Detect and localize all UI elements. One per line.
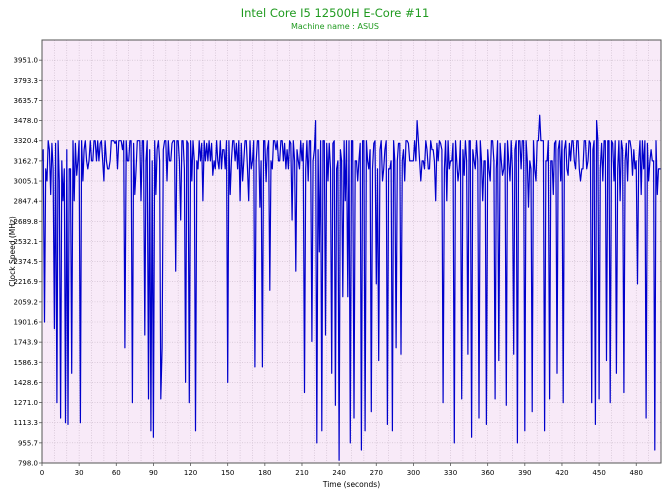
x-tick-label: 210	[295, 469, 308, 477]
y-tick-label: 955.7	[18, 439, 38, 447]
y-tick-label: 3162.7	[14, 157, 39, 165]
y-tick-label: 2689.8	[14, 218, 39, 226]
y-tick-label: 1428.6	[14, 379, 39, 387]
series-line-clock-speed	[41, 114, 661, 461]
y-axis-label: Clock Speed (MHz)	[8, 216, 17, 287]
x-tick-label: 420	[555, 469, 568, 477]
x-tick-label: 90	[149, 469, 158, 477]
y-tick-label: 3320.4	[14, 137, 39, 145]
x-tick-label: 30	[75, 469, 84, 477]
x-tick-label: 300	[407, 469, 420, 477]
chart-title: Intel Core I5 12500H E-Core #11	[240, 6, 430, 20]
plot-frame	[41, 39, 662, 464]
x-axis-ticks: 0 30 60 90 120 150 180 210 240 270 300 330 360 390 420…	[40, 463, 643, 477]
x-tick-label: 390	[518, 469, 531, 477]
x-tick-label: 330	[444, 469, 457, 477]
x-tick-label: 270	[370, 469, 383, 477]
x-tick-label: 0	[40, 469, 44, 477]
y-tick-label: 3793.3	[14, 77, 39, 85]
x-tick-label: 360	[481, 469, 494, 477]
chart-subtitle: Machine name : ASUS	[291, 22, 379, 31]
y-tick-label: 3635.7	[14, 97, 39, 105]
x-tick-label: 180	[258, 469, 271, 477]
y-tick-label: 2847.4	[14, 198, 39, 206]
x-tick-label: 60	[112, 469, 121, 477]
y-tick-label: 1113.3	[14, 419, 39, 427]
x-tick-label: 240	[332, 469, 345, 477]
x-tick-label: 120	[184, 469, 197, 477]
y-tick-label: 3951.0	[14, 57, 39, 65]
y-tick-label: 3478.0	[14, 117, 39, 125]
x-axis-label: Time (seconds)	[322, 480, 380, 489]
y-tick-label: 1586.3	[14, 359, 39, 367]
x-tick-label: 450	[592, 469, 605, 477]
y-tick-label: 2532.1	[14, 238, 39, 246]
y-tick-label: 798.0	[18, 460, 38, 468]
y-tick-label: 1743.9	[14, 339, 39, 347]
y-axis-ticks: 798.0 955.7 1113.3 1271.0 1428.6 1586.3 1743.9…	[14, 57, 42, 468]
y-tick-label: 1901.6	[14, 319, 39, 327]
y-tick-label: 2216.9	[14, 278, 39, 286]
x-tick-label: 480	[630, 469, 643, 477]
y-tick-label: 2374.5	[14, 258, 39, 266]
y-tick-label: 1271.0	[14, 399, 39, 407]
y-tick-label: 3005.1	[14, 178, 39, 186]
y-tick-label: 2059.2	[14, 298, 39, 306]
x-tick-label: 150	[221, 469, 234, 477]
